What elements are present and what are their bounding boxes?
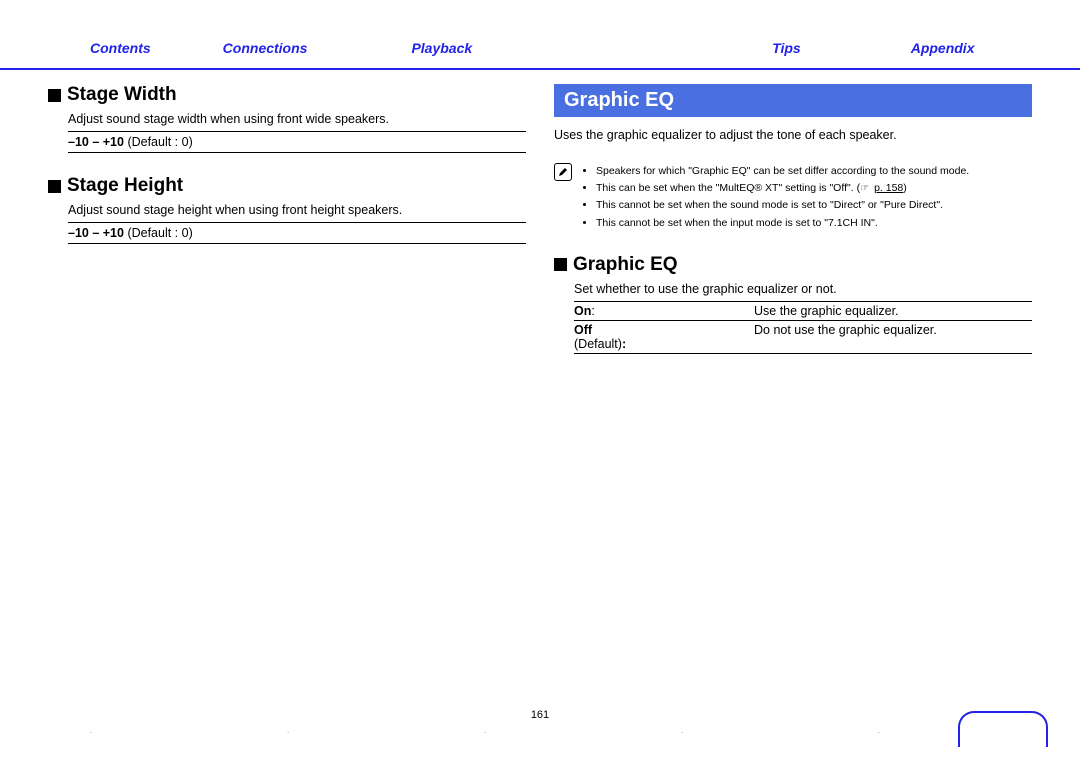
option-key: Off(Default): (574, 323, 754, 351)
range-default: (Default : 0) (124, 135, 193, 149)
option-row-on: On: Use the graphic equalizer. (574, 302, 1032, 320)
note-text: This can be set when the "MultEQ® XT" se… (596, 182, 857, 194)
page-content: Stage Width Adjust sound stage width whe… (0, 70, 1080, 376)
section-title: Graphic EQ (573, 254, 678, 276)
page-ref-icon: ☞ (860, 181, 874, 197)
note-list: Speakers for which "Graphic EQ" can be s… (580, 163, 969, 232)
range-row: –10 – +10 (Default : 0) (68, 131, 526, 153)
option-key: On: (574, 304, 754, 318)
option-key-plain: (Default) (574, 337, 622, 351)
section-description: Adjust sound stage width when using fron… (68, 110, 526, 128)
range-bold: –10 – +10 (68, 226, 124, 240)
section-stage-height: Stage Height Adjust sound stage height w… (48, 175, 526, 244)
right-column: Graphic EQ Uses the graphic equalizer to… (554, 84, 1032, 376)
section-title: Stage Width (67, 84, 177, 106)
range-row: –10 – +10 (Default : 0) (68, 222, 526, 244)
note-item: This cannot be set when the input mode i… (596, 215, 969, 231)
option-value: Use the graphic equalizer. (754, 304, 1032, 318)
option-value: Do not use the graphic equalizer. (754, 323, 1032, 351)
page-number: 161 (0, 709, 1080, 721)
nav-connections[interactable]: Connections (223, 40, 308, 56)
note-item: This cannot be set when the sound mode i… (596, 197, 969, 213)
section-stage-width: Stage Width Adjust sound stage width whe… (48, 84, 526, 153)
nav-playback[interactable]: Playback (411, 40, 472, 56)
top-nav: Contents Connections Playback Tips Appen… (0, 0, 1080, 70)
note-item: This can be set when the "MultEQ® XT" se… (596, 180, 969, 197)
option-key-plain: : (591, 304, 594, 318)
note-block: Speakers for which "Graphic EQ" can be s… (554, 163, 1032, 232)
option-key-bold: Off (574, 323, 592, 337)
option-key-bold: On (574, 304, 591, 318)
bullet-square-icon (554, 258, 567, 271)
nav-tips[interactable]: Tips (772, 40, 801, 56)
section-description: Set whether to use the graphic equalizer… (574, 280, 1032, 298)
nav-contents[interactable]: Contents (90, 40, 151, 56)
section-graphic-eq-option: Graphic EQ Set whether to use the graphi… (554, 254, 1032, 354)
corner-tab (958, 711, 1048, 747)
pencil-icon (554, 163, 572, 181)
footer-dots: ..... (90, 726, 880, 735)
page-link[interactable]: p. 158 (874, 182, 903, 194)
nav-appendix[interactable]: Appendix (911, 40, 975, 56)
section-description: Adjust sound stage height when using fro… (68, 201, 526, 219)
bullet-square-icon (48, 180, 61, 193)
range-default: (Default : 0) (124, 226, 193, 240)
banner-graphic-eq: Graphic EQ (554, 84, 1032, 117)
banner-intro: Uses the graphic equalizer to adjust the… (554, 127, 1032, 145)
left-column: Stage Width Adjust sound stage width whe… (48, 84, 526, 376)
section-title: Stage Height (67, 175, 183, 197)
bullet-square-icon (48, 89, 61, 102)
option-table: On: Use the graphic equalizer. Off(Defau… (574, 301, 1032, 354)
option-row-off: Off(Default): Do not use the graphic equ… (574, 320, 1032, 353)
note-item: Speakers for which "Graphic EQ" can be s… (596, 163, 969, 179)
range-bold: –10 – +10 (68, 135, 124, 149)
